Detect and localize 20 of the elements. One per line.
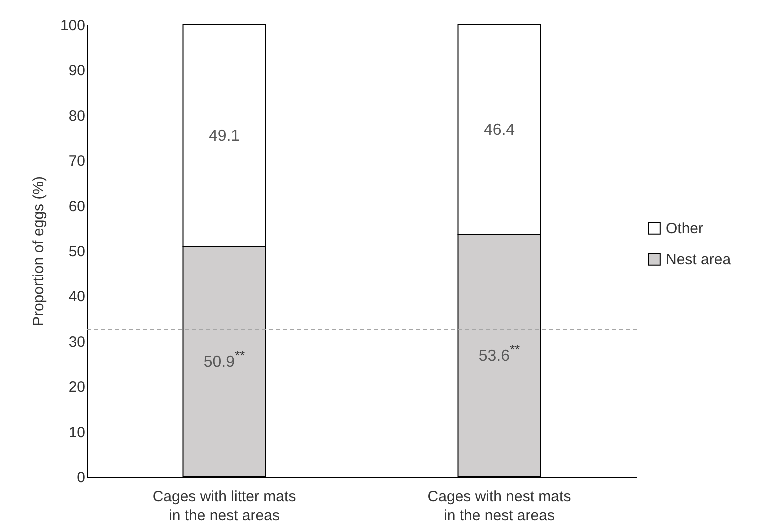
y-tick-label: 40 [68,288,86,306]
y-tick-label: 70 [68,153,86,170]
y-tick-label: 60 [68,198,86,216]
x-tick-label: Cages with nest mats in the nest areas [428,488,572,524]
y-tick-label: 20 [68,379,86,396]
y-tick-label: 90 [68,62,86,80]
legend-label: Nest area [666,252,732,268]
y-tick-label: 80 [68,108,86,125]
y-tick-label: 50 [68,244,86,260]
y-tick-label: 100 [60,18,86,34]
data-label: 46.4 [484,122,516,139]
legend-label: Other [666,220,704,238]
y-tick-label: 0 [77,470,86,486]
y-tick-label: 10 [68,424,86,442]
x-tick-label: Cages with litter mats in the nest areas [152,488,296,524]
data-label: 49.1 [208,128,240,145]
data-label: 50.9$^{**}$ [204,347,246,371]
data-label: 53.6$^{**}$ [478,341,520,365]
y-axis-title: Proportion of eggs (%) [30,176,48,327]
y-tick-label: 30 [68,334,86,351]
